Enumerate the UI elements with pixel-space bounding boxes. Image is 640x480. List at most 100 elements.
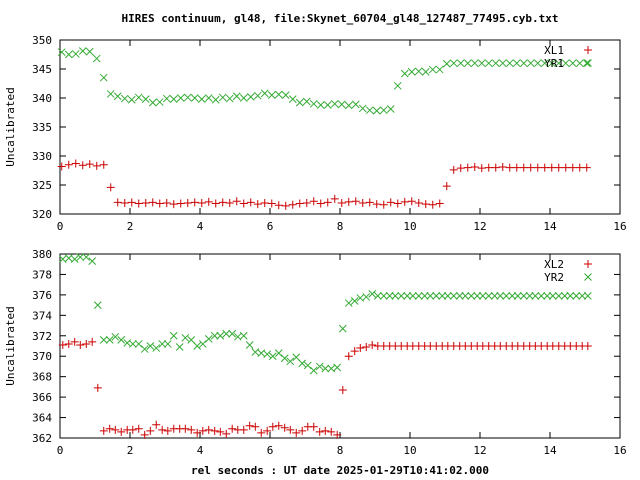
data-point [187,336,196,344]
x-tick-label: 12 [473,220,486,233]
data-point [330,194,339,203]
x-tick-label: 4 [197,444,204,457]
data-point [155,98,164,106]
data-point [169,331,178,340]
data-point [338,324,347,333]
data-point [568,59,577,68]
data-point [162,94,171,103]
data-point [198,340,207,348]
x-tick-label: 4 [197,220,204,233]
y-tick-label: 372 [32,330,52,343]
data-point [111,425,120,434]
data-point [263,426,272,435]
data-point [274,201,283,210]
data-point [251,422,260,431]
data-point [316,101,325,109]
x-tick-label: 16 [613,220,626,233]
data-point [190,198,199,207]
data-point [547,59,556,68]
data-point [330,99,339,108]
data-point [134,424,143,433]
y-tick-label: 330 [32,150,52,163]
data-point [365,106,374,115]
data-point [578,292,587,300]
data-point [281,91,290,99]
data-point [225,94,234,103]
y-tick-label: 380 [32,248,52,261]
data-point [435,65,444,74]
data-point [111,332,120,341]
data-point [146,426,155,435]
x-tick-label: 6 [267,220,274,233]
data-point [286,357,295,366]
data-point [88,257,97,266]
data-point [337,198,346,207]
data-point [280,354,289,363]
data-point [572,292,581,300]
data-point [456,164,465,173]
data-point [176,94,185,102]
data-point [105,424,114,433]
data-point [117,336,126,344]
legend-marker-yr1 [584,59,592,67]
y-axis-label: Uncalibrated [4,87,17,166]
data-point [397,292,406,300]
data-point [141,95,150,104]
data-point [432,292,441,300]
y-tick-label: 340 [32,92,52,105]
data-point [561,59,570,68]
y-tick-label: 376 [32,289,52,302]
x-tick-label: 8 [337,444,344,457]
data-point [350,347,359,356]
data-point [583,342,592,350]
data-point [197,198,206,207]
legend-label: YR2 [544,271,564,284]
data-point [537,292,546,300]
data-point [193,342,202,350]
data-point [379,292,388,300]
data-point [498,59,507,68]
data-point [372,106,381,115]
data-point [239,425,248,434]
data-point [344,299,353,307]
y-tick-label: 366 [32,391,52,404]
data-point [99,336,108,344]
data-point [575,59,584,68]
data-point [386,198,395,207]
data-point [260,198,269,207]
data-point [187,425,196,434]
data-point [386,105,395,113]
data-point [455,292,464,300]
y-tick-label: 364 [32,412,52,425]
data-point [470,163,479,172]
data-point [337,100,346,109]
data-point [490,292,499,300]
data-point [463,59,472,68]
y-tick-label: 374 [32,309,52,322]
data-point [393,199,402,208]
y-tick-label: 320 [32,208,52,221]
data-point [190,94,199,102]
data-point [467,292,476,300]
data-point [407,68,416,76]
data-point [477,59,486,68]
y-tick-label: 335 [32,121,52,134]
data-point [253,200,262,209]
data-point [321,364,330,373]
data-point [582,59,591,68]
data-point [407,197,416,206]
data-point [344,101,353,110]
data-point [268,422,277,431]
data-point [344,197,353,206]
series-yr1 [57,47,591,115]
data-point [155,199,164,208]
data-point [88,337,97,346]
data-point [505,163,514,172]
data-point [323,198,332,207]
data-point [368,290,377,298]
data-point [548,292,557,300]
data-point [267,199,276,208]
data-point [140,345,149,353]
data-point [106,183,115,192]
data-point [216,427,225,436]
